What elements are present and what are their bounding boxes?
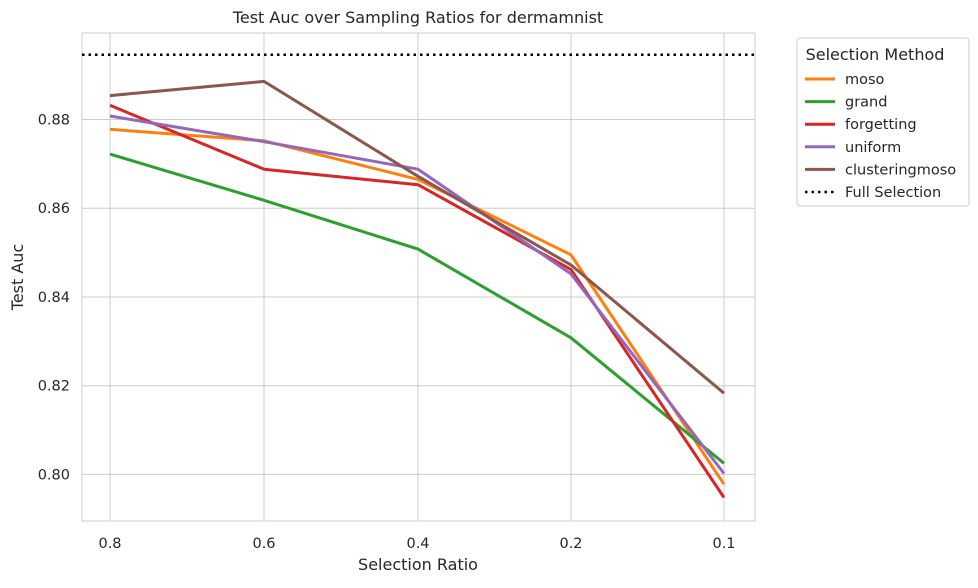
series-line-moso bbox=[109, 127, 726, 486]
grid bbox=[82, 33, 755, 521]
legend: Selection Method moso grand forgetting unif… bbox=[796, 37, 970, 207]
legend-title: Selection Method bbox=[806, 45, 945, 64]
x-axis-label: Selection Ratio bbox=[358, 555, 478, 574]
series-line-grand bbox=[109, 152, 725, 465]
y-tick-labels: 0.80 0.82 0.84 0.86 0.88 bbox=[38, 113, 70, 484]
chart-title: Test Auc over Sampling Ratios for dermam… bbox=[232, 8, 603, 27]
x-tick-label: 0.8 bbox=[98, 536, 121, 552]
series-layer bbox=[109, 79, 726, 499]
y-tick-label: 0.82 bbox=[38, 379, 70, 395]
y-tick-label: 0.80 bbox=[38, 467, 70, 483]
legend-label-uniform: uniform bbox=[845, 140, 901, 156]
y-tick-label: 0.88 bbox=[38, 113, 70, 129]
y-axis-label: Test Auc bbox=[8, 244, 27, 311]
legend-label-full-selection: Full Selection bbox=[845, 185, 941, 201]
y-tick-label: 0.84 bbox=[38, 290, 70, 306]
legend-box bbox=[796, 37, 970, 207]
legend-label-forgetting: forgetting bbox=[845, 117, 917, 133]
legend-items: moso grand forgetting uniform clusteringmoso… bbox=[805, 72, 956, 201]
y-tick-label: 0.86 bbox=[38, 201, 70, 217]
x-tick-label: 0.6 bbox=[252, 536, 275, 552]
series-line-forgetting bbox=[109, 103, 726, 499]
legend-label-moso: moso bbox=[845, 72, 885, 88]
legend-label-grand: grand bbox=[845, 95, 887, 111]
series-line-uniform bbox=[109, 114, 726, 475]
x-tick-labels: 0.8 0.6 0.4 0.2 0.1 bbox=[98, 536, 735, 552]
series-line-clusteringmoso bbox=[109, 79, 725, 395]
legend-label-clusteringmoso: clusteringmoso bbox=[845, 162, 956, 178]
x-tick-label: 0.4 bbox=[406, 536, 429, 552]
x-tick-label: 0.2 bbox=[559, 536, 582, 552]
x-tick-label: 0.1 bbox=[712, 536, 735, 552]
